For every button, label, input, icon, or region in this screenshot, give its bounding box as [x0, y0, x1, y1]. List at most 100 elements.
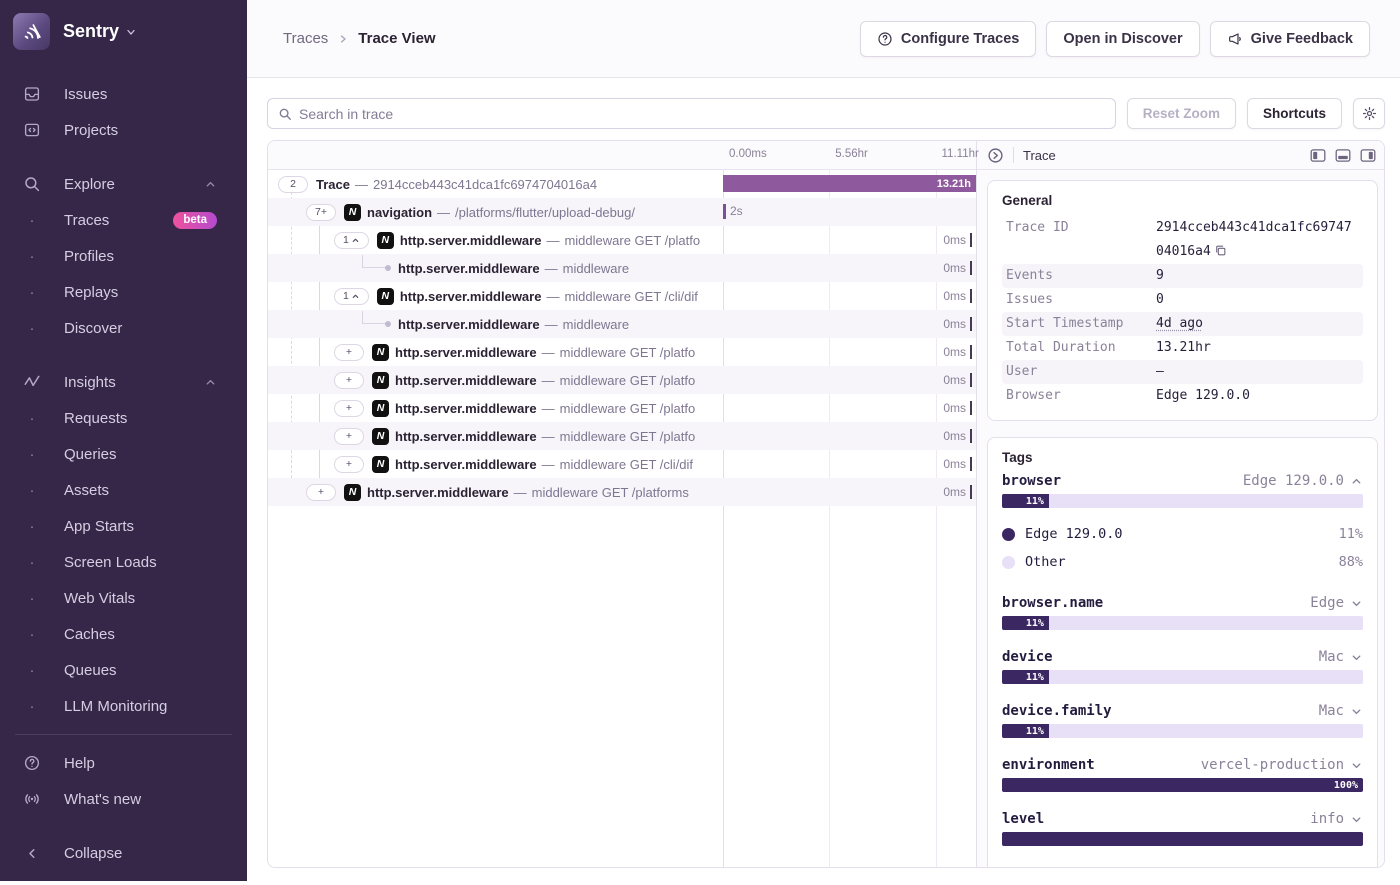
- trace-row[interactable]: http.server.middleware — middleware 0ms: [268, 254, 976, 282]
- sidebar-item-traces[interactable]: · Traces beta: [0, 202, 247, 238]
- dock-bottom-icon[interactable]: [1335, 148, 1351, 163]
- configure-traces-button[interactable]: Configure Traces: [859, 20, 1037, 57]
- sidebar-item-what-s-new[interactable]: What's new: [0, 781, 247, 817]
- sidebar-item-requests[interactable]: · Requests: [0, 400, 247, 436]
- collapse-children-pill[interactable]: 1: [334, 231, 369, 249]
- span-duration-label: 2s: [730, 204, 743, 218]
- tag-value-dropdown[interactable]: Edge: [1310, 595, 1363, 611]
- legend-row[interactable]: Other 88%: [1002, 548, 1363, 576]
- expand-children-pill[interactable]: +: [306, 483, 336, 501]
- sidebar-item-queues[interactable]: · Queues: [0, 652, 247, 688]
- children-count-pill[interactable]: 2: [278, 175, 308, 193]
- sidebar-item-caches[interactable]: · Caches: [0, 616, 247, 652]
- span-duration-label: 0ms: [943, 401, 966, 415]
- sidebar-item-app-starts[interactable]: · App Starts: [0, 508, 247, 544]
- tag-distribution-bar[interactable]: 100%: [1002, 778, 1363, 792]
- expand-children-pill[interactable]: +: [334, 455, 364, 473]
- sidebar-item-web-vitals[interactable]: · Web Vitals: [0, 580, 247, 616]
- org-switcher[interactable]: Sentry: [0, 0, 247, 58]
- search-box[interactable]: [267, 98, 1116, 129]
- tag-value-dropdown[interactable]: Mac: [1319, 649, 1363, 665]
- sidebar-item-screen-loads[interactable]: · Screen Loads: [0, 544, 247, 580]
- sidebar-item-projects[interactable]: Projects: [0, 112, 247, 148]
- dock-right-icon[interactable]: [1360, 148, 1376, 163]
- expand-children-pill[interactable]: +: [334, 371, 364, 389]
- sidebar-item-discover[interactable]: · Discover: [0, 310, 247, 346]
- expand-panel-icon[interactable]: [987, 147, 1004, 164]
- copy-icon[interactable]: [1214, 244, 1227, 257]
- dock-controls: [1310, 148, 1376, 163]
- dock-left-icon[interactable]: [1310, 148, 1326, 163]
- tag-value-dropdown[interactable]: vercel-production: [1201, 757, 1363, 773]
- tag-value-dropdown[interactable]: info: [1310, 811, 1363, 827]
- span-operation: Trace: [316, 176, 350, 192]
- sidebar-item-explore[interactable]: Explore: [0, 166, 247, 202]
- breadcrumb-traces[interactable]: Traces: [283, 30, 329, 47]
- collapse-children-pill[interactable]: 1: [334, 287, 369, 305]
- sidebar-item-queries[interactable]: · Queries: [0, 436, 247, 472]
- sidebar-item-llm-monitoring[interactable]: · LLM Monitoring: [0, 688, 247, 724]
- children-count-pill[interactable]: 7+: [306, 203, 336, 221]
- sidebar-item-assets[interactable]: · Assets: [0, 472, 247, 508]
- span-bar[interactable]: [970, 289, 972, 303]
- collapse-button[interactable]: Collapse: [0, 835, 247, 871]
- trace-row[interactable]: http.server.middleware — middleware 0ms: [268, 310, 976, 338]
- general-key: Events: [1006, 268, 1053, 283]
- shortcuts-button[interactable]: Shortcuts: [1246, 98, 1342, 129]
- sidebar-item-profiles[interactable]: · Profiles: [0, 238, 247, 274]
- tag-distribution-bar[interactable]: 11%: [1002, 724, 1363, 738]
- span-bar[interactable]: [970, 261, 972, 275]
- trace-row[interactable]: 2 Trace —2914cceb443c41dca1fc6974704016a4 1…: [268, 170, 976, 198]
- open-in-discover-button[interactable]: Open in Discover: [1046, 20, 1200, 57]
- general-row-total-duration: Total Duration 13.21hr: [1002, 336, 1363, 360]
- tag-browser-name: browser.name Edge 11%: [1002, 595, 1363, 630]
- tag-bar-fill: 11%: [1002, 494, 1049, 508]
- tag-distribution-bar[interactable]: 11%: [1002, 494, 1363, 508]
- details-tab-label[interactable]: Trace: [1023, 147, 1056, 163]
- span-bar[interactable]: [970, 373, 972, 387]
- give-feedback-button[interactable]: Give Feedback: [1209, 20, 1370, 57]
- span-description: middleware GET /platfo: [564, 232, 701, 248]
- tag-distribution-bar[interactable]: 11%: [1002, 616, 1363, 630]
- brand-label: Sentry: [63, 21, 120, 41]
- general-value[interactable]: 4d ago: [1156, 316, 1203, 331]
- trace-duration-bar[interactable]: 13.21h: [723, 175, 976, 192]
- span-bar[interactable]: [970, 457, 972, 471]
- expand-children-pill[interactable]: +: [334, 427, 364, 445]
- settings-button[interactable]: [1353, 98, 1385, 129]
- span-bar[interactable]: [970, 485, 972, 499]
- general-value: 2914cceb443c41dca1fc6974704016a4: [1156, 220, 1352, 259]
- general-title: General: [1002, 193, 1053, 208]
- sidebar-item-insights[interactable]: Insights: [0, 364, 247, 400]
- tag-distribution-bar[interactable]: [1002, 832, 1363, 846]
- span-duration-label: 0ms: [943, 373, 966, 387]
- span-bar[interactable]: [970, 317, 972, 331]
- expand-children-pill[interactable]: +: [334, 399, 364, 417]
- span-bar[interactable]: [970, 345, 972, 359]
- sidebar-item-issues[interactable]: Issues: [0, 76, 247, 112]
- reset-zoom-button[interactable]: Reset Zoom: [1126, 98, 1236, 129]
- tag-value-dropdown[interactable]: Edge 129.0.0: [1243, 473, 1363, 489]
- sidebar-item-replays[interactable]: · Replays: [0, 274, 247, 310]
- sidebar-item-help[interactable]: Help: [0, 745, 247, 781]
- expand-children-pill[interactable]: +: [334, 343, 364, 361]
- span-bar[interactable]: [970, 401, 972, 415]
- tag-distribution-bar[interactable]: 11%: [1002, 670, 1363, 684]
- tag-value-dropdown[interactable]: Mac: [1319, 703, 1363, 719]
- span-bar[interactable]: [723, 204, 726, 219]
- span-bar[interactable]: [970, 233, 972, 247]
- span-bar[interactable]: [970, 429, 972, 443]
- search-input[interactable]: [299, 105, 1105, 122]
- span-operation: http.server.middleware: [395, 456, 537, 472]
- legend-row[interactable]: Edge 129.0.0 11%: [1002, 520, 1363, 548]
